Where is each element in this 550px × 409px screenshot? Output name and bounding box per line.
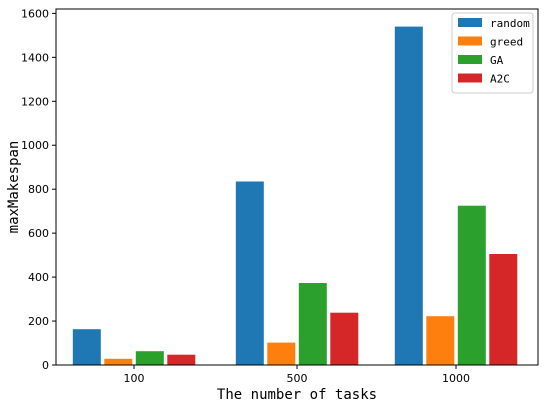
- x-tick-label: 100: [124, 372, 145, 385]
- x-axis-ticks: 100 500 1000: [124, 365, 470, 385]
- x-tick-label: 1000: [442, 372, 470, 385]
- legend-box: [451, 12, 534, 94]
- bars-layer: [72, 26, 518, 365]
- legend-swatch-random: [458, 18, 482, 27]
- legend-swatch-a2c: [458, 73, 482, 83]
- y-tick-label: 1200: [21, 95, 49, 108]
- legend-swatch-ga: [458, 55, 482, 64]
- legend-label-random: random: [490, 17, 530, 30]
- x-tick-label: 500: [287, 372, 308, 385]
- x-axis-label: The number of tasks: [217, 387, 377, 403]
- legend-swatch-greed: [458, 36, 482, 46]
- y-axis-ticks: 0 200 400 600 800 1000 1200 1400 1600: [21, 7, 56, 372]
- y-axis-label: maxMakespan: [6, 141, 22, 234]
- bar-a2c-500: [330, 312, 359, 365]
- y-tick-label: 1400: [21, 51, 49, 64]
- legend-label-a2c: A2C: [490, 73, 510, 86]
- bar-greed-500: [267, 342, 296, 365]
- bar-random-100: [72, 329, 101, 365]
- y-tick-label: 400: [28, 271, 49, 284]
- y-tick-label: 1600: [21, 7, 49, 20]
- bar-ga-100: [135, 351, 164, 365]
- y-tick-label: 200: [28, 315, 49, 328]
- bar-greed-100: [104, 358, 133, 365]
- y-tick-label: 800: [28, 183, 49, 196]
- bar-greed-1000: [426, 316, 455, 365]
- legend-label-greed: greed: [490, 36, 523, 49]
- y-tick-label: 0: [42, 359, 49, 372]
- legend: random greed GA A2C: [451, 12, 534, 94]
- legend-label-ga: GA: [490, 54, 504, 67]
- bar-ga-500: [298, 283, 327, 365]
- bar-random-1000: [394, 26, 423, 365]
- y-tick-label: 600: [28, 227, 49, 240]
- bar-a2c-100: [167, 354, 196, 365]
- bar-a2c-1000: [489, 254, 518, 365]
- bar-random-500: [235, 181, 264, 365]
- bar-ga-1000: [457, 205, 486, 365]
- y-tick-label: 1000: [21, 139, 49, 152]
